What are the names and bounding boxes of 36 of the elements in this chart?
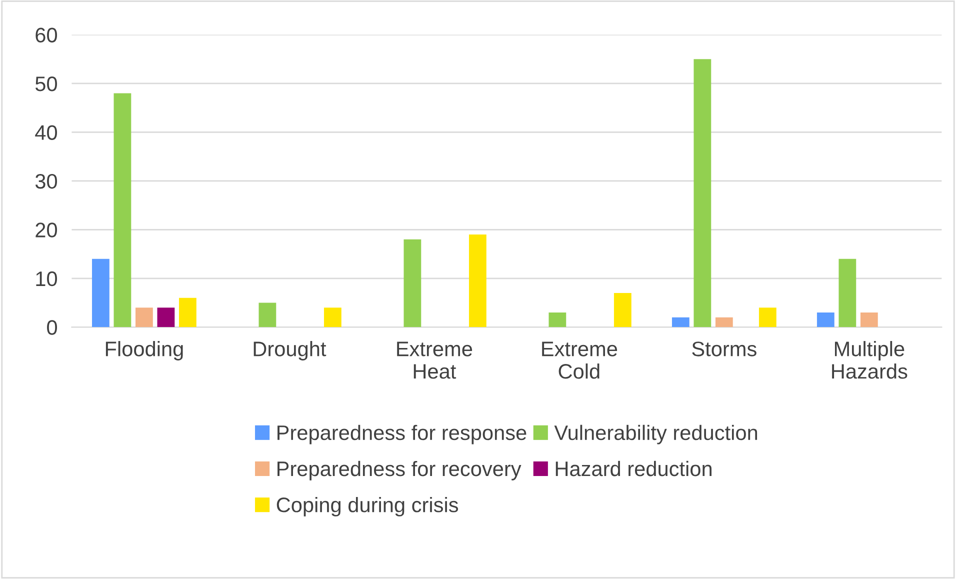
y-tick-label: 60 xyxy=(36,28,57,42)
x-tick-label: Storms xyxy=(692,342,756,356)
bar xyxy=(672,317,690,328)
legend-label: Preparedness for response xyxy=(278,424,526,444)
bar xyxy=(157,308,175,328)
legend-label: Coping during crisis xyxy=(276,497,458,516)
bar xyxy=(715,317,733,328)
y-tick-label: 20 xyxy=(36,222,57,238)
legend-label: Hazard reduction xyxy=(556,460,712,476)
bar xyxy=(178,298,196,328)
y-tick-label: 30 xyxy=(35,174,57,189)
y-tick-label: 0 xyxy=(47,320,57,335)
bar xyxy=(758,308,776,328)
bar xyxy=(468,234,486,328)
x-tick-label: Flooding xyxy=(106,341,183,360)
y-tick-label: 50 xyxy=(35,76,57,92)
x-tick-label: Extreme Heat xyxy=(397,342,472,379)
bar xyxy=(860,312,878,328)
bar xyxy=(694,59,712,328)
bar xyxy=(614,293,632,328)
bar xyxy=(816,312,834,328)
y-tick-label: 40 xyxy=(35,125,57,140)
bar xyxy=(404,239,422,328)
x-tick-label: Multiple Hazards xyxy=(832,341,908,379)
bar xyxy=(548,312,566,328)
bar xyxy=(258,302,276,328)
bar xyxy=(92,258,110,328)
bar xyxy=(114,93,132,328)
legend-label: Preparedness for recovery xyxy=(278,460,522,480)
x-tick-label: Drought xyxy=(254,341,326,360)
legend-label: Vulnerability reduction xyxy=(554,424,758,444)
y-tick-label: 10 xyxy=(36,271,57,286)
x-tick-label: Extreme Cold xyxy=(542,342,618,379)
bar xyxy=(135,308,153,328)
bar xyxy=(838,258,856,328)
bar xyxy=(324,308,342,328)
